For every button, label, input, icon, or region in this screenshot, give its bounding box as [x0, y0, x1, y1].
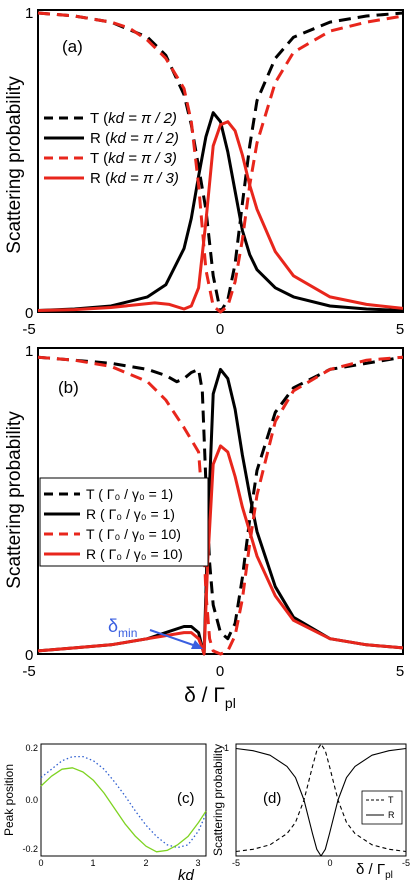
- panel-a-series-2: [37, 11, 404, 314]
- legend-d-text-2: R: [388, 810, 395, 820]
- panel-a-ylabel: Scattering probability: [4, 76, 25, 254]
- panel-a-series-1: [37, 111, 404, 312]
- panel-c-ytick-top: 0.2: [25, 743, 38, 753]
- panel-a-xtick-mid: 0: [216, 321, 224, 338]
- panel-b-xtick-right: 5: [396, 663, 404, 680]
- panel-a-ytick-bottom: 0: [25, 305, 33, 322]
- panel-b-xtick-mid: 0: [216, 663, 224, 680]
- panel-d-series-0: [235, 743, 407, 853]
- panel-c-xtick-1: 1: [90, 858, 95, 868]
- panel-b-ylabel: Scattering probability: [4, 411, 25, 589]
- panel-d-legend: T R: [361, 790, 403, 825]
- panel-b-plot: [37, 355, 404, 656]
- legend-b-text-1: T ( Γ₀ / γ₀ = 1): [86, 486, 173, 502]
- panel-c-xtick-0: 0: [38, 858, 43, 868]
- legend-d-box: [361, 790, 403, 825]
- panel-c-plot: [40, 755, 207, 853]
- legend-a-text-3: T (kd = π / 3): [90, 150, 177, 167]
- panel-a-legend: T (kd = π / 2) R (kd = π / 2) T (kd = π …: [44, 110, 179, 187]
- panel-c-xtick-2: 2: [143, 858, 148, 868]
- panel-a: (a) 1 0 -5 0 5 Scattering probability T …: [4, 5, 404, 338]
- panel-a-label: (a): [62, 37, 83, 56]
- delta-min-arrowhead: [191, 640, 203, 649]
- panel-c-xlabel: kd: [178, 867, 195, 883]
- panel-b-series-2: [37, 355, 404, 656]
- legend-b-text-3: T ( Γ₀ / γ₀ = 10): [86, 526, 181, 542]
- panel-b-ytick-bottom: 0: [25, 647, 33, 664]
- panel-b-series-3: [37, 444, 404, 656]
- panel-a-series-3: [37, 120, 404, 312]
- panel-a-xtick-left: -5: [22, 321, 35, 338]
- panel-d-ylabel: Scattering probability: [211, 744, 225, 856]
- panel-b-label: (b): [58, 378, 79, 397]
- panel-b: (b) 1 0 -5 0 5 Scattering probability δ …: [4, 343, 404, 711]
- legend-a-text-2: R (kd = π / 2): [90, 130, 179, 147]
- panel-a-plot: [37, 11, 404, 314]
- panel-d-ytick-top: 1: [224, 743, 229, 753]
- panel-d-xtick-right: -5: [402, 858, 410, 868]
- delta-min-label: δmin: [108, 616, 137, 640]
- panel-d: (d) 1 -5 0 -5 Scattering probability δ /…: [211, 743, 410, 881]
- panel-b-legend: T ( Γ₀ / γ₀ = 1) R ( Γ₀ / γ₀ = 1) T ( Γ₀…: [39, 477, 209, 567]
- panel-b-series-1: [37, 367, 404, 656]
- panel-d-xlabel: δ / Γpl: [356, 861, 393, 881]
- panel-c: (c) 0.2 0.0 -0.2 0 1 2 3 Peak position k…: [2, 743, 207, 883]
- panel-a-ytick-top: 1: [25, 5, 33, 22]
- panel-d-series-1: [235, 747, 407, 857]
- panel-d-label: (d): [263, 790, 281, 807]
- panel-c-series-1: [40, 767, 207, 853]
- panel-c-ytick-mid: 0.0: [25, 795, 38, 805]
- legend-a-text-1: T (kd = π / 2): [90, 110, 177, 127]
- panel-c-label: (c): [177, 790, 195, 807]
- panel-d-plot: [235, 743, 407, 857]
- panel-b-ytick-top: 1: [25, 343, 33, 360]
- panel-d-xtick-mid: 0: [327, 858, 332, 868]
- panel-c-xtick-3: 3: [195, 858, 200, 868]
- delta-min-arrow: [149, 629, 197, 647]
- panel-d-xtick-left: -5: [232, 858, 240, 868]
- legend-a-text-4: R (kd = π / 3): [90, 170, 179, 187]
- panel-b-xlabel: δ / Γpl: [184, 684, 236, 711]
- legend-b-text-4: R ( Γ₀ / γ₀ = 10): [86, 546, 183, 562]
- panel-c-frame: [40, 743, 207, 857]
- legend-b-text-2: R ( Γ₀ / γ₀ = 1): [86, 506, 175, 522]
- panel-b-annotation: δmin: [108, 616, 203, 649]
- panel-b-xtick-left: -5: [22, 663, 35, 680]
- legend-d-text-1: T: [388, 795, 394, 805]
- panel-c-ytick-bottom: -0.2: [22, 844, 38, 854]
- panel-c-ylabel: Peak position: [2, 764, 16, 836]
- panel-b-series-0: [37, 355, 404, 641]
- panel-a-xtick-right: 5: [396, 321, 404, 338]
